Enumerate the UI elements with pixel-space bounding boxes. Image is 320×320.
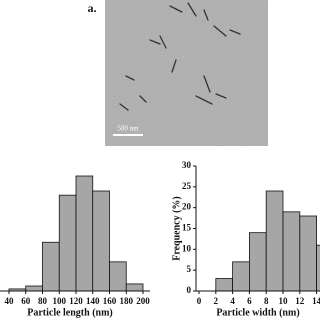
x-tick-label: 160 xyxy=(103,296,117,306)
x-tick-label: 6 xyxy=(247,296,252,306)
bar xyxy=(109,261,127,292)
bar xyxy=(248,232,267,292)
bar xyxy=(25,285,43,292)
bar xyxy=(215,278,234,292)
bar xyxy=(42,241,60,292)
bar xyxy=(316,244,320,292)
x-tick-label: 4 xyxy=(230,296,235,306)
x-tick-label: 140 xyxy=(86,296,100,306)
x-tick-label: 120 xyxy=(69,296,83,306)
y-tick-label: 25 xyxy=(182,181,192,191)
panel-label: a. xyxy=(88,1,97,15)
x-tick-label: 10 xyxy=(279,296,289,306)
x-axis-label: Particle width (nm) xyxy=(216,307,299,318)
y-tick-label: 10 xyxy=(182,243,192,253)
y-tick-label: 20 xyxy=(182,202,192,212)
x-tick-label: 2 xyxy=(214,296,219,306)
bar xyxy=(232,261,250,292)
bar xyxy=(92,190,110,292)
y-tick-label: 0 xyxy=(187,285,192,295)
x-tick-label: 0 xyxy=(197,296,202,306)
x-tick-label: 14 xyxy=(312,296,320,306)
x-tick-label: 8 xyxy=(264,296,269,306)
x-axis-label: Particle length (nm) xyxy=(27,307,113,318)
bar xyxy=(299,215,317,292)
tem-image xyxy=(105,0,268,146)
x-tick-label: 12 xyxy=(295,296,305,306)
bar xyxy=(58,194,77,292)
x-tick-label: 60 xyxy=(21,296,31,306)
bar xyxy=(282,211,301,292)
x-tick-label: 40 xyxy=(5,296,15,306)
bar xyxy=(75,175,94,292)
x-tick-label: 100 xyxy=(53,296,67,306)
bar xyxy=(125,283,144,292)
bar xyxy=(265,190,284,292)
y-tick-label: 15 xyxy=(182,223,192,233)
x-tick-label: 200 xyxy=(136,296,150,306)
x-tick-label: 180 xyxy=(120,296,134,306)
y-axis-label: Frequency (%) xyxy=(171,196,182,261)
y-tick-label: 30 xyxy=(182,160,192,170)
y-tick-label: 5 xyxy=(187,264,192,274)
x-tick-label: 80 xyxy=(38,296,48,306)
scale-bar-label: 500 nm xyxy=(117,125,139,133)
